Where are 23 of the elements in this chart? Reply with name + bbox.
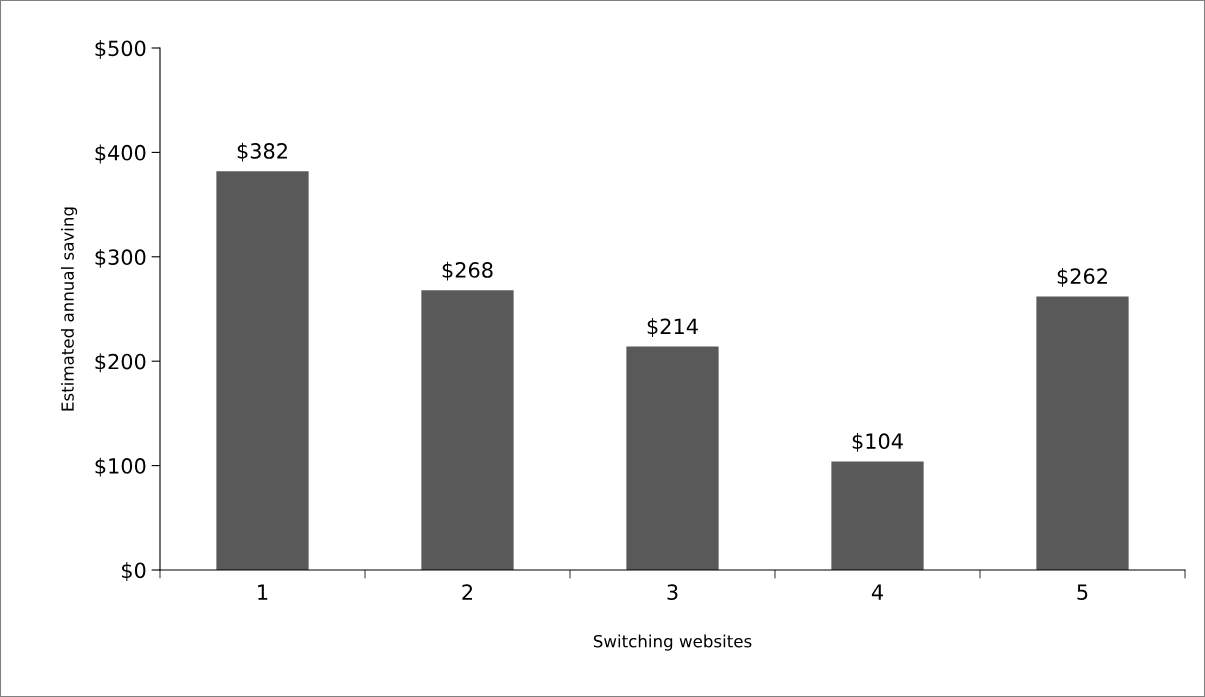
bar	[1036, 296, 1129, 570]
y-tick-label: $200	[95, 353, 146, 373]
data-label: $268	[442, 261, 493, 281]
bar	[831, 461, 924, 570]
x-tick-label: 2	[462, 584, 473, 600]
x-tick-label: 5	[1077, 584, 1088, 601]
data-label: $262	[1057, 267, 1107, 287]
bar	[216, 171, 309, 570]
x-tick-label: 3	[667, 584, 678, 601]
data-label: $382	[237, 142, 287, 162]
x-axis-title: Switching websites	[593, 634, 752, 651]
y-tick-label: $500	[95, 40, 146, 59]
data-label: $214	[647, 318, 698, 337]
bar	[626, 346, 719, 570]
y-tick-label: $300	[95, 248, 146, 268]
y-tick-label: $400	[95, 144, 146, 164]
x-tick-label: 1	[258, 584, 268, 600]
bar	[421, 290, 514, 570]
data-label: $104	[852, 432, 903, 452]
y-tick-label: $100	[95, 457, 146, 477]
y-tick-label: $0	[122, 562, 146, 581]
y-axis-title: Estimated annual saving	[60, 207, 78, 411]
x-tick-label: 4	[871, 584, 883, 600]
